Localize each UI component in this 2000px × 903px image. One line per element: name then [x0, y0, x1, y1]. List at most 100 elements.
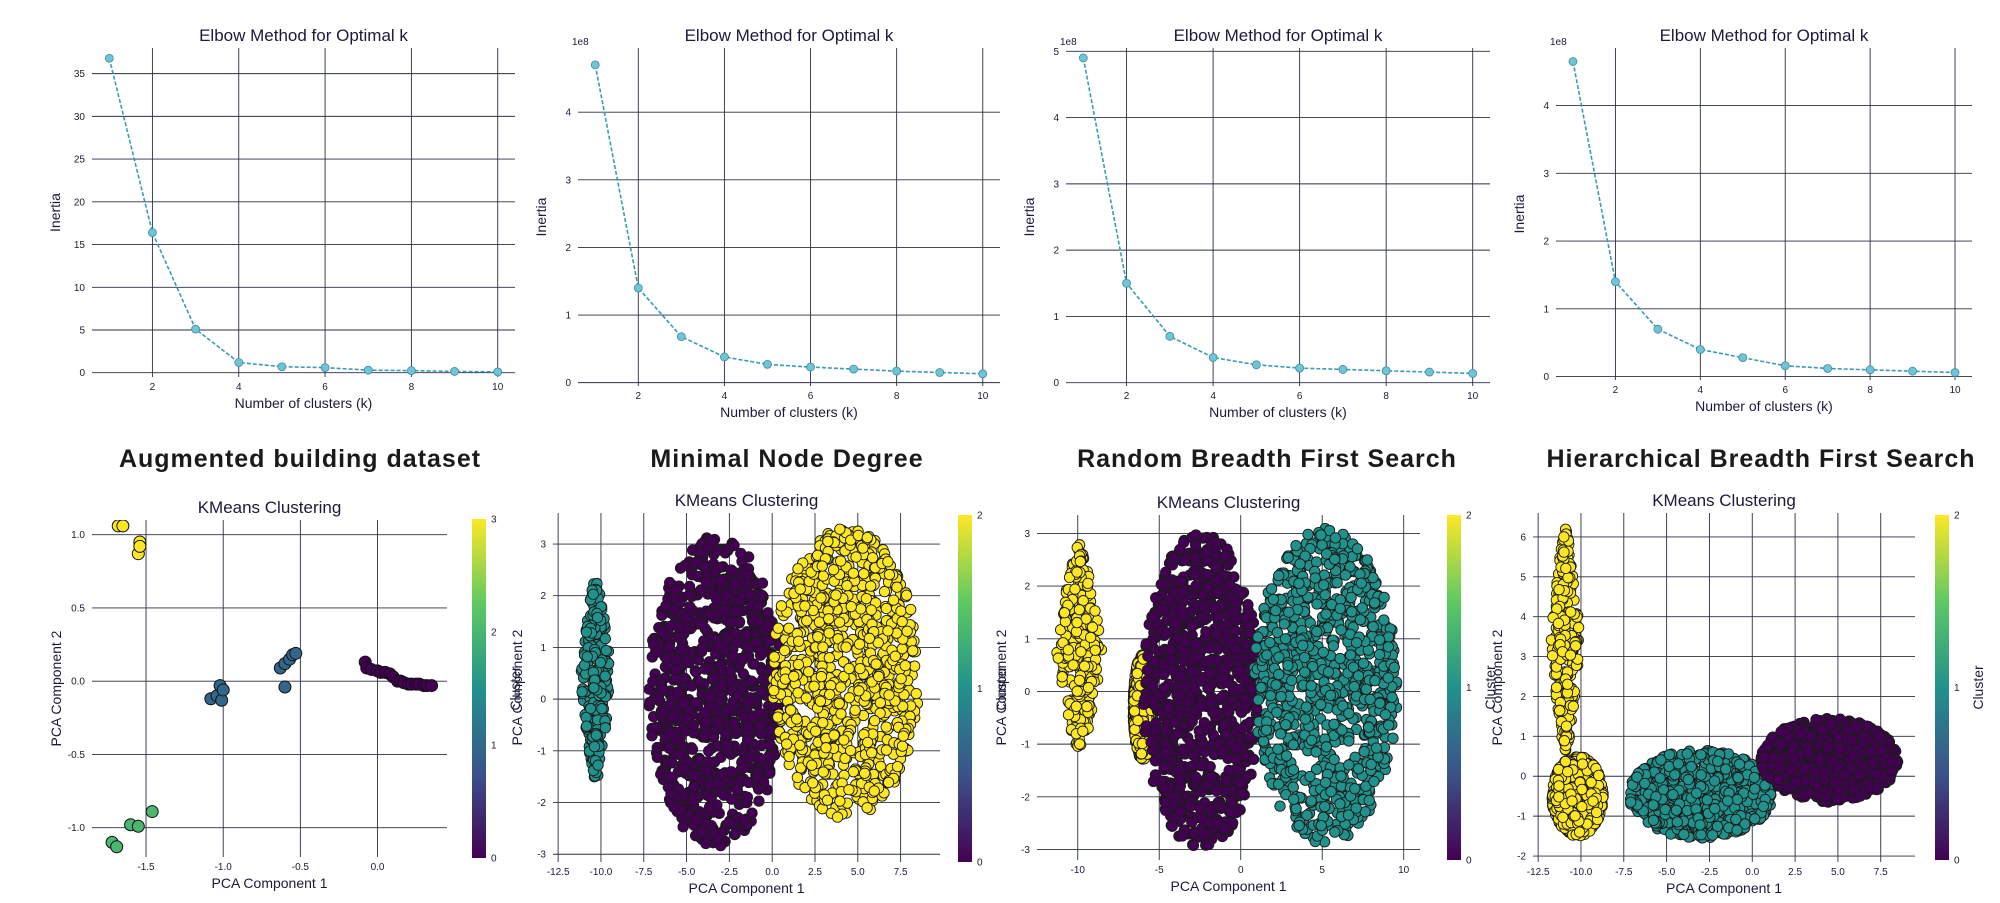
scatter-point [666, 771, 678, 784]
y-axis-label: PCA Component 2 [993, 629, 1009, 745]
scatter-point [738, 814, 751, 826]
scatter-point [854, 663, 866, 675]
elbow-point [1122, 278, 1131, 288]
scatter-point [844, 744, 857, 757]
scatter-point [694, 618, 707, 630]
scatter-point [596, 703, 608, 715]
y-offset-label: 1e8 [1060, 37, 1077, 48]
scatter-point [807, 777, 819, 789]
scatter-point [1200, 626, 1212, 638]
scatter-point [1071, 566, 1083, 578]
y-tick-label: 1 [1543, 304, 1549, 315]
y-tick-label: 4 [1543, 101, 1549, 112]
scatter-point [799, 600, 811, 612]
scatter-point [889, 650, 901, 662]
scatter-point [664, 727, 677, 739]
scatter-point [762, 607, 774, 619]
y-tick-label: 2 [565, 243, 571, 254]
scatter-point [1227, 817, 1239, 829]
scatter-point [850, 551, 862, 563]
scatter-point [853, 638, 866, 650]
scatter-point [1344, 649, 1357, 661]
x-tick-label: 0.0 [765, 867, 779, 878]
scatter-point [666, 757, 678, 769]
scatter-point [755, 685, 767, 697]
colorbar-label: Cluster [507, 666, 523, 711]
scatter-point [699, 706, 711, 719]
scatter-point [703, 607, 715, 620]
scatter-point [731, 784, 743, 796]
x-tick-label: 10 [1467, 391, 1479, 402]
scatter-point [1239, 693, 1251, 705]
scatter-point [756, 589, 768, 602]
scatter-point [738, 761, 750, 774]
scatter-point [1077, 725, 1089, 737]
scatter-point [1203, 838, 1215, 851]
y-axis-label: Inertia [1021, 197, 1037, 236]
scatter-point [674, 644, 687, 656]
scatter-point [1159, 746, 1172, 759]
scatter-point [895, 673, 907, 685]
x-tick-label: 4 [1210, 391, 1216, 402]
scatter-point [858, 767, 871, 779]
scatter-point [1170, 618, 1182, 630]
elbow-point [849, 364, 858, 374]
y-tick-label: 35 [74, 69, 86, 80]
scatter-point [1176, 830, 1188, 842]
scatter-point [1070, 700, 1082, 713]
scatter-point [791, 713, 803, 725]
scatter-point [1235, 787, 1247, 800]
scatter-point [1293, 819, 1305, 832]
colorbar-label: Cluster [993, 666, 1009, 711]
y-tick-label: 0 [540, 695, 546, 706]
scatter-point [588, 740, 601, 753]
scatter-point [1201, 546, 1213, 559]
scatter-point [1212, 573, 1224, 586]
scatter-point [1209, 536, 1221, 548]
scatter-point [1247, 753, 1260, 766]
scatter-point [834, 523, 846, 535]
elbow-point [407, 366, 416, 375]
scatter-point [1188, 827, 1200, 839]
scatter-point [1184, 800, 1196, 813]
scatter-point [862, 736, 874, 749]
scatter-point [843, 662, 855, 675]
x-tick-label: 6 [1297, 391, 1303, 402]
x-tick-label: 2 [1613, 385, 1619, 396]
scatter-point [581, 651, 593, 663]
elbow-point [1780, 361, 1790, 371]
scatter-point [817, 717, 829, 729]
y-tick-label: -3 [1021, 845, 1030, 856]
scatter-point [1155, 578, 1167, 591]
scatter-point [599, 633, 611, 645]
scatter-point [870, 658, 882, 670]
scatter-point [1168, 552, 1180, 564]
scatter-point [712, 778, 724, 790]
scatter-point [1174, 575, 1187, 587]
scatter-point [835, 708, 847, 720]
x-tick-label: -1.0 [215, 862, 233, 873]
elbow-point [978, 369, 988, 379]
scatter-point [1082, 577, 1094, 589]
scatter-point [737, 668, 750, 680]
scatter-point [1165, 644, 1177, 656]
scatter-point [1073, 738, 1086, 750]
scatter-point [828, 729, 840, 741]
y-tick-label: 0.5 [71, 603, 85, 614]
elbow-point [148, 228, 157, 237]
scatter-point [1172, 727, 1184, 739]
y-tick-label: 0 [1024, 687, 1030, 698]
scatter-point [690, 697, 703, 709]
scatter-point [880, 602, 892, 615]
x-tick-label: 2 [636, 391, 642, 402]
scatter-point [775, 600, 788, 612]
elbow-point [450, 367, 459, 376]
scatter-point [1062, 709, 1075, 721]
scatter-point [1081, 700, 1093, 713]
x-axis-label: PCA Component 1 [689, 880, 805, 896]
x-tick-label: -10.0 [590, 867, 613, 878]
scatter-point [907, 645, 919, 657]
scatter-point [726, 616, 738, 628]
